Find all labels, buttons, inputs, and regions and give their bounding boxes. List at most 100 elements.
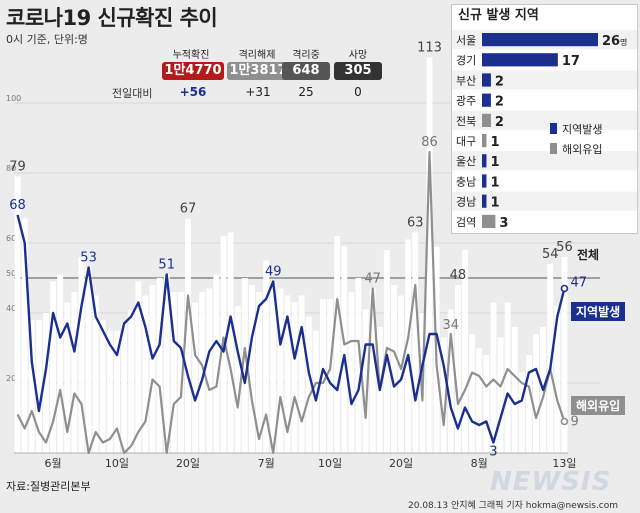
legend-swatch: [550, 123, 557, 134]
stat-header-released: 격리해제: [238, 50, 276, 61]
bar-total: [483, 355, 490, 453]
bar-total: [334, 236, 341, 453]
source-text: 자료:질병관리본부: [6, 480, 91, 493]
series-tag-local: 지역발생: [571, 302, 626, 321]
bar-total: [234, 306, 241, 453]
bar-total: [476, 348, 483, 453]
stat-value-isolated: 648: [282, 62, 330, 80]
bar-total: [35, 320, 42, 453]
y-tick-label: 100: [6, 94, 21, 103]
annotation-label: 48: [450, 268, 467, 283]
region-bar: [482, 194, 487, 208]
series-tag-import: 해외유입: [571, 396, 626, 415]
bar-total: [248, 285, 255, 453]
bar-total: [156, 278, 163, 453]
region-row-bg: [452, 70, 637, 90]
region-name: 충남: [456, 175, 476, 188]
bar-total: [99, 320, 106, 453]
region-bar-chart: 서울 26 명경기 17 부산 2 광주 2 전북 2 대구 1 울산 1 충남 1 경남 1 검역 3 지역발생해외유…: [452, 30, 637, 231]
bar-total: [320, 299, 326, 453]
legend-label: 해외유입: [562, 142, 602, 156]
bar-total: [447, 309, 454, 453]
bar-total: [341, 246, 348, 453]
bar-total: [57, 274, 64, 453]
bar-total: [135, 281, 142, 453]
region-count: 26: [602, 34, 620, 49]
region-count: 1: [490, 155, 499, 170]
bar-total: [78, 257, 85, 453]
annotation-label: 67: [180, 202, 197, 217]
region-row-bg: [452, 151, 637, 171]
region-count: 2: [495, 95, 504, 110]
region-bar: [482, 53, 558, 67]
annotation-label: 51: [158, 258, 175, 273]
bar-total: [426, 57, 433, 453]
legend-label: 지역발생: [562, 123, 602, 136]
region-name: 경남: [456, 196, 476, 209]
annotation-label: 79: [9, 160, 26, 175]
bar-total: [14, 176, 21, 453]
bar-total: [64, 302, 71, 453]
stat-diff-isolated: 25: [298, 85, 314, 99]
bar-total: [462, 250, 468, 453]
annotation-label: 56: [556, 240, 573, 255]
region-count: 2: [495, 115, 504, 130]
marker-import-end: [560, 417, 569, 426]
region-name: 서울: [456, 34, 476, 47]
stat-header-confirmed: 누적확진: [172, 50, 210, 61]
bar-total: [391, 285, 397, 453]
bar-total: [284, 295, 291, 453]
bar-total: [213, 274, 220, 453]
region-name: 경기: [456, 54, 476, 67]
bar-total: [71, 292, 78, 453]
bar-total: [43, 313, 49, 453]
bar-total: [469, 334, 476, 453]
bar-total: [504, 302, 511, 453]
bar-total: [398, 295, 405, 453]
bar-total: [412, 232, 419, 453]
stat-diff-deaths: 0: [354, 85, 362, 99]
bar-total: [533, 334, 539, 453]
x-tick-label: 7월: [258, 457, 275, 470]
bar-total: [256, 292, 262, 453]
bar-total: [355, 278, 362, 453]
stat-header-isolated: 격리중: [292, 50, 320, 61]
bar-total: [142, 295, 149, 453]
bar-total: [185, 218, 191, 453]
region-count: 3: [499, 216, 508, 231]
bar-total: [28, 320, 35, 453]
annotation-label: 47: [364, 272, 381, 287]
bar-total: [298, 295, 305, 453]
bar-total: [92, 295, 99, 453]
bar-total: [305, 316, 312, 453]
region-name: 전북: [456, 115, 476, 128]
series-tag-total: 전체: [577, 248, 600, 262]
bar-total: [114, 330, 120, 453]
bar-total: [312, 330, 319, 453]
annotation-label: 3: [489, 445, 497, 460]
page-title: 코로나19 신규확진 추이: [6, 6, 218, 30]
x-tick-label: 10일: [318, 456, 342, 470]
bar-total: [554, 306, 561, 453]
bar-total: [511, 327, 518, 453]
bar-total: [440, 337, 447, 453]
region-count: 17: [562, 54, 580, 69]
region-count: 1: [490, 135, 499, 150]
region-row-bg: [452, 211, 637, 231]
x-tick-label: 8월: [471, 457, 488, 470]
bar-total: [121, 323, 128, 453]
region-bar: [482, 174, 487, 188]
region-bar: [482, 73, 491, 87]
y-tick-label: 40: [6, 304, 16, 313]
newsis-logo: NEWSIS: [490, 467, 612, 497]
page-subtitle: 0시 기준, 단위:명: [6, 33, 88, 46]
bar-total: [327, 299, 334, 453]
region-name: 부산: [456, 74, 476, 87]
credit-text: 20.08.13 안지혜 그래픽 기자 hokma@newsis.com: [408, 501, 619, 511]
region-panel-title: 신규 발생 지역: [458, 8, 539, 23]
y-tick-label: 50: [6, 269, 16, 278]
bar-total: [177, 292, 184, 453]
bar-total: [454, 285, 461, 453]
bar-total: [128, 309, 135, 453]
bar-total: [525, 355, 532, 453]
